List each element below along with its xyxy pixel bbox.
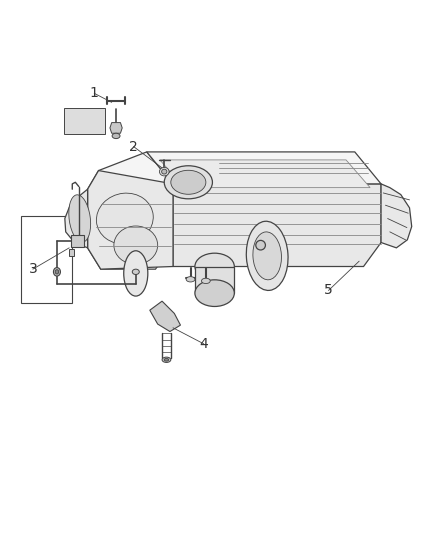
Text: 4: 4	[199, 337, 208, 351]
Ellipse shape	[256, 240, 265, 250]
Text: 3: 3	[28, 262, 37, 276]
Ellipse shape	[164, 166, 212, 199]
Polygon shape	[147, 152, 381, 184]
Polygon shape	[150, 301, 180, 332]
FancyBboxPatch shape	[64, 108, 105, 134]
Ellipse shape	[159, 167, 169, 176]
Ellipse shape	[114, 226, 158, 264]
Text: 1: 1	[90, 86, 99, 100]
Polygon shape	[65, 189, 88, 248]
FancyBboxPatch shape	[69, 249, 74, 256]
Polygon shape	[160, 160, 370, 188]
Text: 5: 5	[324, 284, 333, 297]
Ellipse shape	[55, 270, 59, 274]
Ellipse shape	[53, 268, 60, 276]
Polygon shape	[381, 184, 412, 248]
Ellipse shape	[124, 251, 148, 296]
Ellipse shape	[253, 232, 282, 280]
Ellipse shape	[162, 169, 167, 174]
Ellipse shape	[195, 280, 234, 306]
Polygon shape	[110, 123, 122, 133]
Polygon shape	[173, 184, 381, 266]
Ellipse shape	[162, 357, 171, 362]
Ellipse shape	[201, 278, 210, 284]
FancyBboxPatch shape	[71, 235, 84, 247]
Ellipse shape	[69, 195, 91, 243]
Ellipse shape	[195, 253, 234, 280]
Ellipse shape	[112, 133, 120, 139]
Ellipse shape	[246, 221, 288, 290]
Ellipse shape	[164, 358, 169, 361]
Text: 2: 2	[129, 140, 138, 154]
Polygon shape	[88, 152, 173, 269]
Ellipse shape	[186, 277, 195, 282]
Ellipse shape	[132, 269, 139, 274]
Ellipse shape	[171, 171, 206, 195]
Polygon shape	[195, 266, 234, 293]
Polygon shape	[88, 171, 173, 269]
Ellipse shape	[96, 193, 153, 244]
